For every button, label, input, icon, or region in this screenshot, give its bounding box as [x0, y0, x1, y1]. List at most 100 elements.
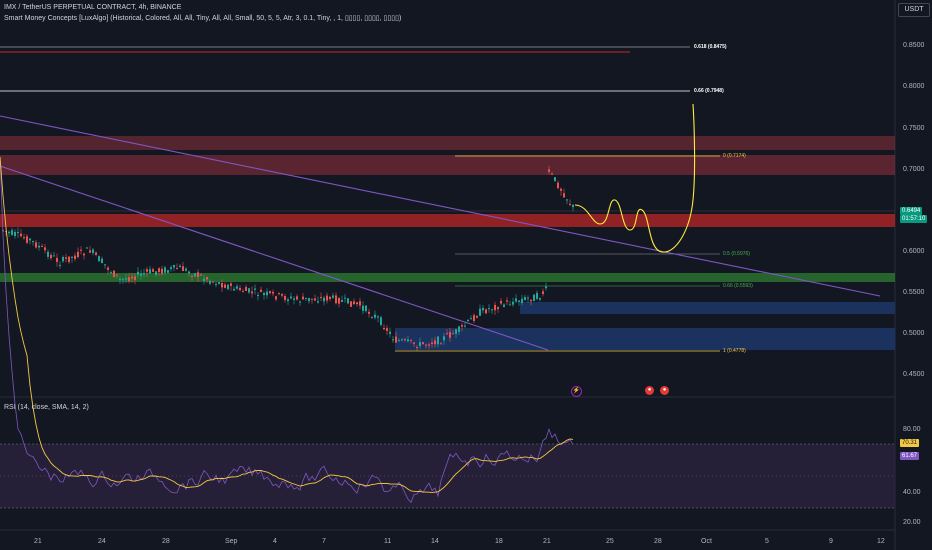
candle-body — [524, 297, 526, 300]
price-tick: 0.8000 — [903, 83, 925, 90]
candle-body — [398, 340, 400, 342]
candle-body — [539, 298, 541, 300]
fib-label: 0.5 (0.5976) — [723, 251, 750, 257]
candle-body — [257, 295, 259, 297]
currency-button[interactable]: USDT — [898, 3, 930, 17]
candle-body — [410, 339, 412, 341]
candle-body — [8, 231, 10, 234]
candle-body — [329, 296, 331, 300]
time-tick: 21 — [34, 538, 42, 545]
candle-body — [305, 297, 307, 299]
candle-body — [116, 274, 118, 276]
candle-body — [56, 257, 58, 262]
candle-body — [227, 284, 229, 290]
candle-body — [44, 247, 46, 251]
rsi-title[interactable]: RSI (14, close, SMA, 14, 2) — [4, 404, 89, 411]
fib-label: 0.66 (0.5593) — [723, 283, 753, 289]
current-price-badge: 0.6494 — [900, 207, 923, 215]
rsi-tick: 80.00 — [903, 426, 921, 433]
candle-body — [404, 339, 406, 341]
candle-body — [497, 307, 499, 310]
fib-label: 1 (0.4778) — [723, 348, 746, 354]
candle-body — [437, 336, 439, 345]
candle-body — [62, 256, 64, 262]
candle-body — [20, 233, 22, 237]
candle-body — [179, 265, 181, 268]
flag-event-icon[interactable]: ● — [645, 386, 654, 395]
candle-body — [71, 256, 73, 258]
candle-body — [416, 347, 418, 349]
candle-body — [77, 251, 79, 258]
candle-body — [356, 302, 358, 305]
candle-body — [14, 231, 16, 237]
candle-body — [209, 280, 211, 284]
candle-body — [278, 293, 280, 295]
candle-body — [494, 304, 496, 311]
candle-body — [467, 319, 469, 322]
candle-body — [86, 247, 88, 249]
candle-body — [251, 291, 253, 294]
candle-body — [341, 299, 343, 302]
candle-body — [110, 272, 112, 274]
candle-body — [428, 344, 430, 346]
candle-body — [35, 242, 37, 248]
candle-body — [101, 258, 103, 263]
candle-body — [107, 267, 109, 270]
candle-body — [392, 339, 394, 341]
candle-body — [200, 274, 202, 276]
time-tick: 9 — [829, 538, 833, 545]
candle-body — [449, 331, 451, 338]
candle-body — [185, 268, 187, 271]
candle-body — [263, 292, 265, 296]
candle-body — [380, 317, 382, 325]
candle-body — [104, 264, 106, 266]
candle-body — [401, 339, 403, 341]
candle-body — [377, 316, 379, 318]
candle-body — [59, 264, 61, 266]
candle-body — [386, 328, 388, 331]
candle-body — [170, 267, 172, 270]
candle-body — [233, 288, 235, 291]
candle-body — [197, 272, 199, 277]
candle-body — [128, 277, 130, 282]
price-tick: 0.8500 — [903, 42, 925, 49]
candle-body — [83, 253, 85, 256]
candle-body — [338, 298, 340, 304]
time-tick: 24 — [98, 538, 106, 545]
candle-body — [119, 279, 121, 281]
candlestick-series — [2, 165, 574, 351]
candle-body — [272, 291, 274, 294]
candle-body — [23, 237, 25, 239]
candle-body — [134, 276, 136, 280]
candle-body — [254, 288, 256, 290]
trendlines-layer — [0, 115, 881, 351]
symbol-title[interactable]: IMX / TetherUS PERPETUAL CONTRACT, 4h, B… — [4, 4, 182, 11]
rsi-line — [0, 156, 574, 504]
candle-body — [50, 254, 52, 259]
candle-body — [545, 286, 547, 289]
flag-event-icon[interactable]: ● — [660, 386, 669, 395]
rsi-tick: 40.00 — [903, 489, 921, 496]
candle-body — [125, 278, 127, 280]
candle-body — [11, 230, 13, 235]
candle-body — [530, 299, 532, 302]
candle-body — [470, 318, 472, 320]
supply-zone-top — [0, 136, 895, 150]
candle-body — [479, 308, 481, 316]
candle-body — [389, 331, 391, 334]
supply-zone-low — [0, 214, 895, 227]
lightning-event-icon[interactable]: ⚡ — [571, 386, 582, 397]
indicator-title[interactable]: Smart Money Concepts [LuxAlgo] (Historic… — [4, 15, 402, 22]
candle-body — [293, 298, 295, 300]
candle-body — [407, 339, 409, 342]
candle-body — [140, 273, 142, 276]
candle-body — [476, 315, 478, 318]
time-tick: 7 — [322, 538, 326, 545]
candle-body — [161, 268, 163, 274]
candle-body — [143, 273, 145, 275]
candle-body — [236, 286, 238, 289]
candle-body — [464, 325, 466, 327]
fib-label: 0.618 (0.8475) — [694, 44, 727, 50]
order-block-lower — [395, 328, 895, 350]
